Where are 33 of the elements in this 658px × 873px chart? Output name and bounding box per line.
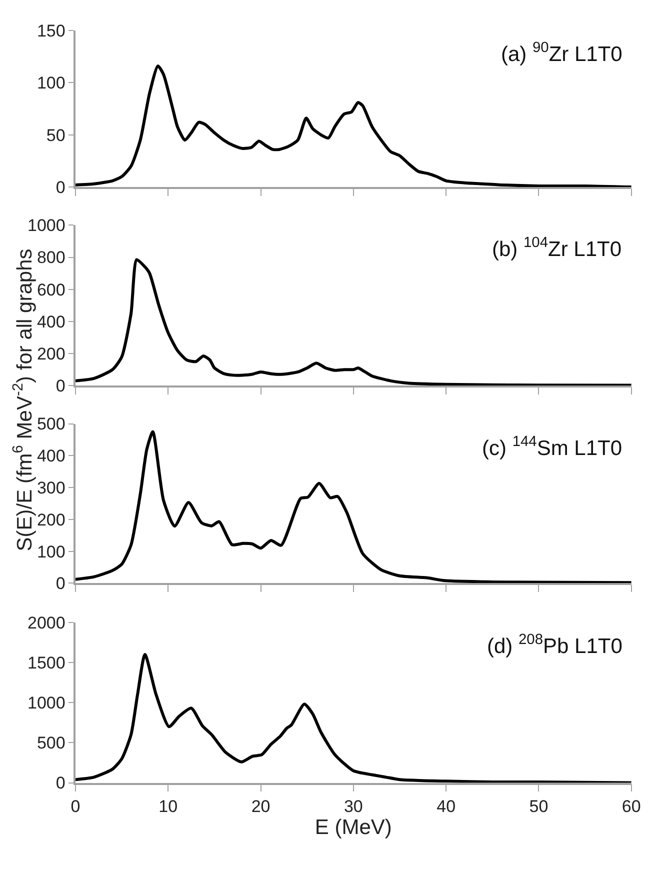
y-tick-label: 2000	[27, 613, 66, 632]
y-tick-label: 1000	[27, 694, 66, 713]
y-tick-label: 600	[36, 280, 66, 300]
y-tick-label: 1000	[27, 216, 66, 236]
x-tick-label: 50	[529, 796, 548, 816]
y-tick-label: 0	[56, 376, 66, 396]
y-tick-label: 500	[36, 414, 66, 434]
text: (b) $^{104}$Zr L1T0	[492, 235, 622, 261]
y-tick-label: 0	[56, 574, 66, 594]
y-tick-label: 0	[56, 774, 66, 793]
y-tick-label: 150	[36, 21, 66, 40]
text: (d) $^{208}$Pb L1T0	[487, 632, 622, 658]
x-tick-label: 10	[158, 796, 178, 816]
y-tick-label: 400	[36, 312, 66, 332]
y-tick-label: 200	[36, 510, 66, 530]
y-tick-label: 1500	[27, 653, 66, 672]
x-tick-label: 40	[436, 796, 456, 816]
y-tick-label: 300	[36, 478, 66, 498]
y-tick-label: 50	[46, 126, 66, 145]
y-tick-label: 400	[36, 446, 66, 466]
x-tick-label: 0	[70, 796, 80, 816]
y-tick-label: 800	[36, 248, 66, 268]
text: (c) $^{144}$Sm L1T0	[482, 434, 622, 460]
x-axis-title: E (MeV)	[314, 816, 392, 839]
y-tick-label: 100	[36, 542, 66, 562]
y-tick-label: 200	[36, 344, 66, 364]
x-tick-label: 30	[344, 796, 363, 816]
y-tick-label: 100	[36, 74, 66, 93]
y-tick-label: 0	[56, 178, 66, 197]
x-tick-label: 60	[622, 796, 641, 816]
text: (a) $^{90}$Zr L1T0	[501, 40, 622, 66]
x-tick-label: 20	[251, 796, 270, 816]
y-tick-label: 500	[36, 734, 66, 753]
